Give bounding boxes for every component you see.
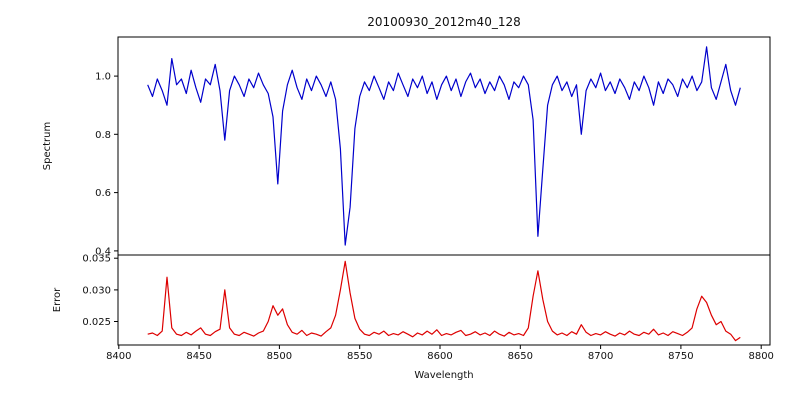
- chart-title: 20100930_2012m40_128: [367, 15, 520, 29]
- spectrum-line: [147, 46, 741, 246]
- x-tick-label: 8600: [427, 351, 452, 362]
- y-tick-label-spectrum: 0.4: [95, 246, 111, 257]
- error-line: [147, 260, 741, 342]
- y-tick-label-error: 0.030: [82, 285, 111, 296]
- subplot-frame-1: [117, 254, 771, 346]
- y-tick-label-spectrum: 1.0: [95, 72, 111, 83]
- y-tick-label-error: 0.025: [82, 317, 111, 328]
- y-tick-label-error: 0.035: [82, 254, 111, 265]
- x-tick-label: 8700: [588, 351, 613, 362]
- x-tick-label: 8500: [267, 351, 292, 362]
- x-tick-label: 8400: [106, 351, 131, 362]
- series-layer: [147, 46, 741, 342]
- y-axis-label-spectrum: Spectrum: [42, 122, 53, 170]
- x-tick-label: 8750: [668, 351, 693, 362]
- y-tick-label-spectrum: 0.8: [95, 130, 111, 141]
- x-tick-label: 8450: [186, 351, 211, 362]
- y-tick-label-spectrum: 0.6: [95, 188, 111, 199]
- axes-layer: 8400 8450 8500 8550 8600 8650 8700 8750 88000.40…: [82, 36, 774, 362]
- x-axis-label: Wavelength: [414, 370, 473, 381]
- y-axis-label-error: Error: [52, 287, 63, 312]
- x-tick-label: 8800: [748, 351, 773, 362]
- x-tick-label: 8550: [347, 351, 372, 362]
- x-tick-label: 8650: [508, 351, 533, 362]
